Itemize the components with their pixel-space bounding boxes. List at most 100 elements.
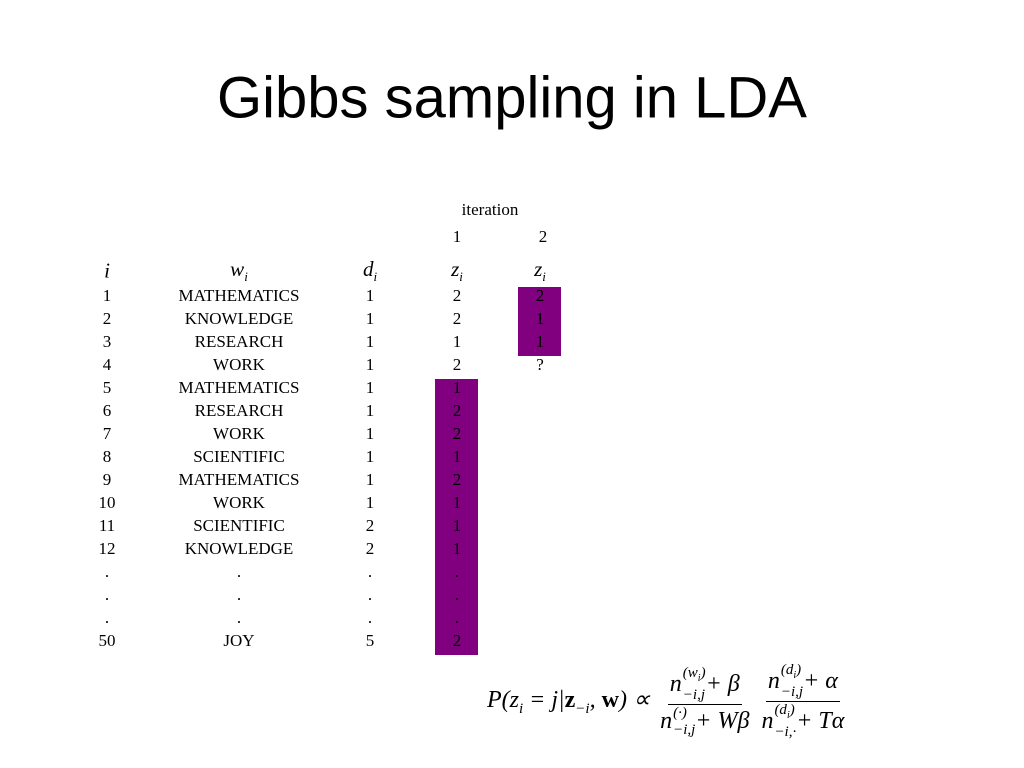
term-indices: (di) −i,·	[774, 702, 796, 741]
table-cell: 2	[452, 470, 462, 489]
table-cell: MATHEMATICS	[178, 470, 300, 489]
table-cell: SCIENTIFIC	[193, 516, 285, 535]
iteration-label: 1	[452, 227, 462, 246]
header-base: d	[362, 256, 374, 281]
table-cell: 1	[452, 493, 462, 512]
table-cell: 2	[365, 516, 375, 535]
term-sub: −i,j	[682, 686, 705, 703]
formula-part: ) ∝	[618, 687, 651, 713]
formula-term: n (di) −i,· + Tα	[761, 702, 844, 741]
table-cell: 2	[452, 401, 462, 420]
table-cell: 1	[365, 470, 375, 489]
table-cell: 5	[102, 378, 112, 397]
formula-term: n (·) −i,j + Wβ	[660, 705, 749, 739]
formula-part: −i	[575, 701, 590, 717]
fraction: n (wi) −i,j + β n (·) −i,j + Wβ	[658, 665, 751, 739]
column-header: zi	[534, 257, 546, 285]
table-cell: 1	[365, 332, 375, 351]
sup-part: i	[793, 670, 797, 681]
table-cell: 50	[98, 631, 116, 650]
table-cell: 2	[452, 355, 462, 374]
column-header: i	[104, 259, 110, 284]
table-cell: KNOWLEDGE	[184, 309, 294, 328]
sup-part: (d	[774, 702, 787, 718]
table-cell: MATHEMATICS	[178, 378, 300, 397]
table-cell: 3	[102, 332, 112, 351]
formula-term: n (wi) −i,j + β	[670, 665, 740, 704]
term-indices: (·) −i,j	[673, 705, 695, 739]
term-rest: + Tα	[796, 708, 845, 734]
table-cell: 1	[452, 332, 462, 351]
denominator: n (di) −i,· + Tα	[759, 702, 846, 741]
term-base: n	[761, 708, 774, 734]
table-cell: .	[236, 562, 242, 581]
formula: P(zi = j|z−i, w) ∝ n (wi) −i,j + β n (·) −i,j …	[487, 662, 846, 741]
sup-part: (w	[682, 664, 698, 681]
term-sub: −i,j	[780, 684, 804, 700]
term-rest: + Wβ	[695, 708, 750, 734]
sup-part: i	[697, 672, 701, 684]
table-cell: .	[367, 562, 373, 581]
table-cell: .	[104, 562, 110, 581]
formula-part: P(z	[487, 687, 519, 713]
term-rest: + β	[705, 670, 740, 697]
table-cell: 11	[98, 516, 116, 535]
table-cell: .	[454, 585, 460, 604]
numerator: n (di) −i,j + α	[765, 662, 840, 702]
header-sub: i	[542, 269, 546, 285]
table-cell: 10	[98, 493, 116, 512]
table-cell: .	[454, 562, 460, 581]
table-cell: RESEARCH	[194, 332, 284, 351]
term-sub: −i,j	[673, 721, 696, 738]
term-indices: (wi) −i,j	[683, 665, 706, 704]
sup-part: (·)	[673, 704, 687, 721]
table-cell: .	[236, 608, 242, 627]
table-cell: 1	[365, 378, 375, 397]
formula-term: n (di) −i,j + α	[768, 662, 838, 701]
header-sub: i	[373, 269, 378, 285]
table-cell: 1	[535, 332, 545, 351]
formula-part: z	[564, 687, 576, 713]
term-sup: (·)	[673, 705, 695, 722]
column-header: di	[363, 257, 377, 285]
table-cell: MATHEMATICS	[178, 286, 300, 305]
table-cell: 2	[452, 309, 462, 328]
sup-part: )	[796, 662, 802, 678]
term-sup: (wi)	[683, 665, 706, 687]
header-sub: i	[244, 269, 248, 285]
header-base: w	[230, 256, 245, 281]
column-header: wi	[230, 257, 248, 285]
table-cell: 1	[535, 309, 545, 328]
table-cell: .	[236, 585, 242, 604]
table-cell: 1	[365, 286, 375, 305]
highlight	[518, 287, 561, 356]
term-rest: + α	[803, 668, 838, 694]
table-cell: 1	[365, 401, 375, 420]
formula-lhs: P(zi = j|z−i, w) ∝	[487, 685, 650, 718]
table-cell: WORK	[213, 493, 265, 512]
table-cell: 2	[452, 631, 462, 650]
table-cell: RESEARCH	[194, 401, 284, 420]
table-cell: 1	[365, 447, 375, 466]
table-cell: ?	[536, 355, 544, 374]
highlight	[435, 379, 478, 655]
table-cell: 1	[452, 516, 462, 535]
table-cell: .	[104, 608, 110, 627]
table-cell: .	[367, 608, 373, 627]
table-cell: 4	[102, 355, 112, 374]
table-cell: 1	[452, 378, 462, 397]
header-base: z	[534, 256, 543, 281]
denominator: n (·) −i,j + Wβ	[658, 705, 751, 739]
table-cell: 7	[102, 424, 112, 443]
table-cell: KNOWLEDGE	[184, 539, 294, 558]
table-cell: 1	[452, 447, 462, 466]
table-cell: .	[367, 585, 373, 604]
table-cell: 2	[365, 539, 375, 558]
numerator: n (wi) −i,j + β	[667, 665, 742, 705]
table-cell: .	[104, 585, 110, 604]
column-header: zi	[451, 257, 463, 285]
table-cell: 1	[452, 539, 462, 558]
table-cell: WORK	[213, 355, 265, 374]
term-base: n	[660, 708, 673, 734]
table-cell: 2	[452, 286, 462, 305]
